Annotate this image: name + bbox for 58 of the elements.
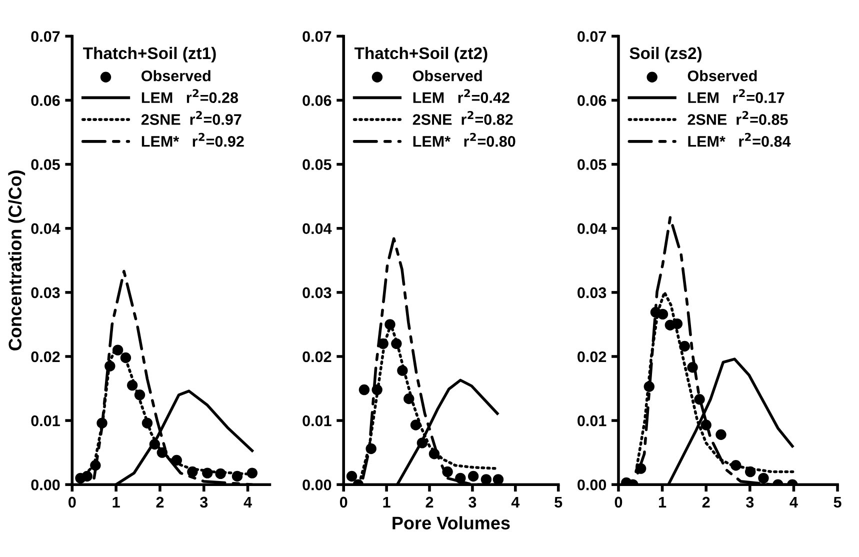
legend-title: Thatch+Soil (zt2) xyxy=(354,46,488,62)
y-tick-label: 0.07 xyxy=(578,31,606,42)
y-tick-label: 0.07 xyxy=(302,31,332,42)
y-tick-label: 0.05 xyxy=(302,159,332,170)
x-tick-label: 2 xyxy=(156,496,164,508)
y-tick-label: 0.02 xyxy=(31,351,60,362)
x-tick-label: 5 xyxy=(834,496,842,508)
y-tick-label: 0.02 xyxy=(578,351,606,362)
legend-label: Observed xyxy=(412,70,482,82)
x-tick-label: 1 xyxy=(659,496,666,508)
x-axis-title: Pore Volumes xyxy=(392,516,510,530)
y-tick-label: 0.05 xyxy=(578,159,606,170)
x-tick-label: 3 xyxy=(746,496,754,508)
legend-title: Soil (zs2) xyxy=(630,46,702,62)
x-tick-label: 2 xyxy=(702,496,710,508)
y-tick-label: 0.03 xyxy=(302,287,332,298)
y-tick-label: 0.04 xyxy=(578,223,607,234)
legend-label: LEM* r$^{2}$=0.84 xyxy=(688,132,791,147)
x-tick-label: 3 xyxy=(200,496,208,508)
y-tick-label: 0.05 xyxy=(31,159,60,170)
legend-label: LEM* r$^{2}$=0.92 xyxy=(142,132,244,147)
y-tick-label: 0.06 xyxy=(302,95,332,106)
legend-label: LEM r$^{2}$=0.42 xyxy=(413,89,510,104)
x-tick-label: 0 xyxy=(68,496,76,508)
y-tick-label: 0.01 xyxy=(31,415,60,426)
x-tick-label: 4 xyxy=(244,496,252,508)
legend-label: LEM r$^{2}$=0.17 xyxy=(688,89,784,104)
y-tick-label: 0.01 xyxy=(578,415,606,426)
x-tick-label: 3 xyxy=(468,496,476,508)
legend-label: Observed xyxy=(688,70,757,82)
y-tick-label: 0.03 xyxy=(578,287,606,298)
x-tick-label: 2 xyxy=(426,496,434,508)
x-tick-label: 5 xyxy=(554,496,562,508)
legend-label: Observed xyxy=(142,70,210,82)
legend-label: 2SNE r$^{2}$=0.97 xyxy=(141,111,242,125)
x-tick-label: 1 xyxy=(112,496,120,508)
y-tick-label: 0.07 xyxy=(31,31,60,42)
y-tick-label: 0.04 xyxy=(302,223,332,234)
y-axis-title: Concentration (C/Co) xyxy=(8,170,26,350)
legend-title: Thatch+Soil (zt1) xyxy=(83,46,216,62)
y-tick-label: 0.03 xyxy=(31,287,60,298)
y-tick-label: 0.06 xyxy=(578,95,606,106)
x-tick-label: 0 xyxy=(614,496,622,508)
legend-label: LEM r$^{2}$=0.28 xyxy=(142,89,238,104)
legend-label: LEM* r$^{2}$=0.80 xyxy=(413,132,516,147)
y-tick-label: 0.01 xyxy=(302,415,332,426)
legend-label: 2SNE r$^{2}$=0.82 xyxy=(412,111,513,125)
x-tick-label: 4 xyxy=(511,496,520,508)
x-tick-label: 1 xyxy=(383,496,390,508)
y-tick-label: 0.00 xyxy=(31,479,60,490)
x-tick-label: 4 xyxy=(790,496,798,508)
y-tick-label: 0.06 xyxy=(31,95,60,106)
x-tick-label: 0 xyxy=(340,496,348,508)
y-tick-label: 0.04 xyxy=(31,223,60,234)
y-tick-label: 0.02 xyxy=(302,351,332,362)
y-tick-label: 0.00 xyxy=(578,479,606,490)
legend-label: 2SNE r$^{2}$=0.85 xyxy=(688,111,788,125)
y-tick-label: 0.00 xyxy=(302,479,332,490)
